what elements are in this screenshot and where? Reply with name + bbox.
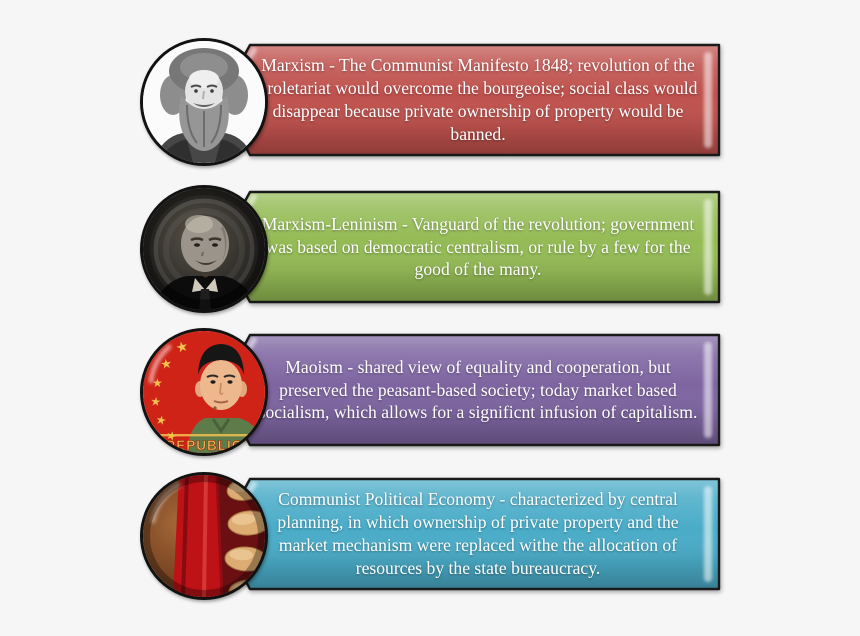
banner-bevel [220, 479, 719, 589]
svg-text:★: ★ [152, 376, 163, 390]
lenin-portrait-image [140, 185, 268, 313]
communist-political-economy-banner-text: Communist Political Economy - characteri… [277, 489, 679, 578]
marx-portrait-image [140, 38, 268, 166]
star-icons: ★ ★ ★ ★ ★ ★ [150, 338, 190, 444]
marxism-leninism-banner-text: Marxism-Leninism - Vanguard of the revol… [261, 213, 695, 280]
banner-bevel [220, 335, 719, 445]
mao-badge-image: ★ ★ ★ ★ ★ ★ [140, 328, 268, 456]
bread-red-flag-art [143, 475, 265, 597]
svg-text:★: ★ [159, 356, 173, 372]
row-marxism: Marxism - The Communist Manifesto 1848; … [0, 38, 860, 178]
mao-badge-art: ★ ★ ★ ★ ★ ★ [143, 331, 265, 453]
row-communist-political-economy: Communist Political Economy - characteri… [0, 472, 860, 612]
marxism-banner-text: Marxism - The Communist Manifesto 1848; … [258, 55, 698, 144]
row-maoism: Maoism - shared view of equality and coo… [0, 328, 860, 468]
svg-text:★: ★ [150, 394, 162, 409]
banner-highlight-right [704, 199, 712, 295]
marx-portrait-art [143, 41, 265, 163]
banner-highlight-right [704, 52, 712, 148]
banner-highlight-right [704, 342, 712, 438]
svg-text:★: ★ [174, 338, 190, 357]
svg-text:★: ★ [154, 412, 167, 428]
banner-bevel [220, 45, 719, 155]
maoism-banner-text: Maoism - shared view of equality and coo… [258, 356, 698, 423]
communist-political-economy-banner-shape [218, 477, 721, 591]
lenin-portrait-art [143, 188, 265, 310]
republic-badge-text: REPUBLIC [165, 438, 242, 453]
banner-highlight-right [704, 486, 712, 582]
bread-red-flag-image [140, 472, 268, 600]
marxism-banner-shape [218, 43, 721, 157]
banner-bevel [220, 192, 719, 302]
row-marxism-leninism: Marxism-Leninism - Vanguard of the revol… [0, 185, 860, 325]
